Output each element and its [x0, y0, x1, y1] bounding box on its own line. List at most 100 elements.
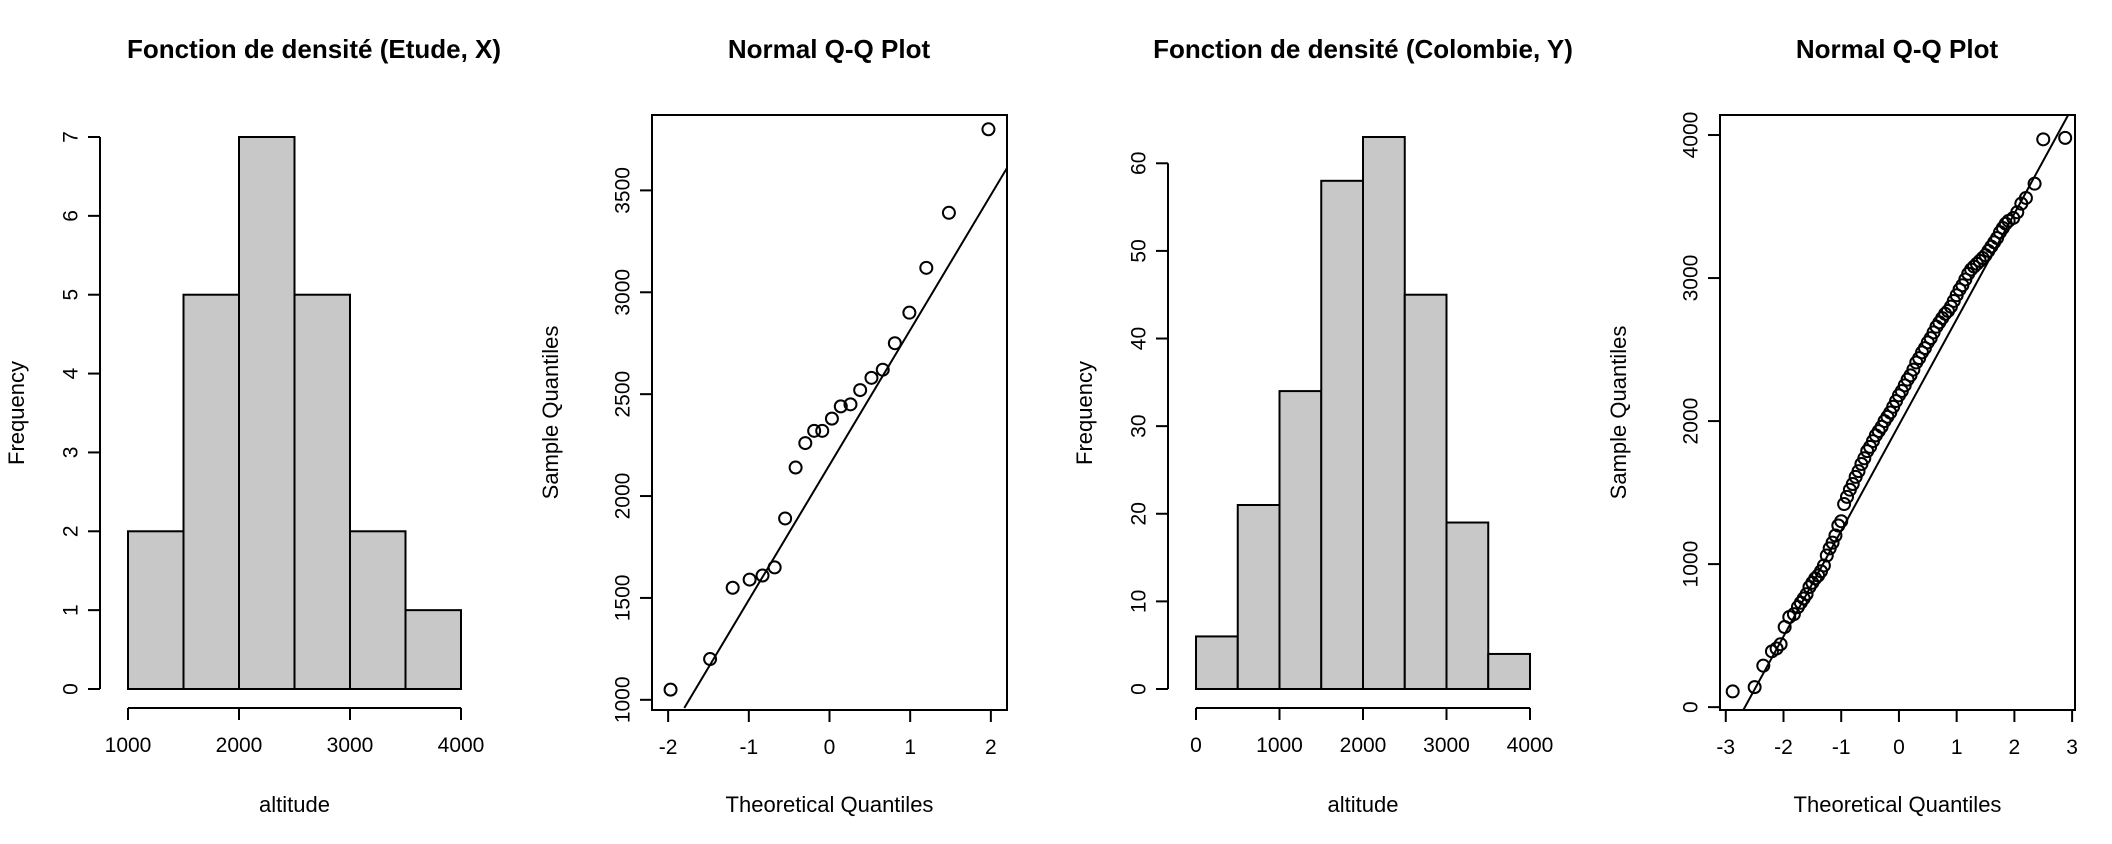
chart-1-title: Fonction de densité (Etude, X) — [127, 34, 501, 64]
chart-4-y-tick-label: 2000 — [1680, 398, 1703, 445]
chart-4-x-tick-label: -1 — [1832, 736, 1851, 759]
chart-1-x-tick-label: 4000 — [438, 734, 485, 757]
chart-2-y-tick-label: 2000 — [612, 473, 635, 520]
chart-3-y-tick-label: 30 — [1128, 414, 1151, 437]
chart-2-title: Normal Q-Q Plot — [728, 34, 931, 64]
chart-4-point — [1786, 607, 1801, 622]
chart-1-x-tick-label: 1000 — [105, 734, 152, 757]
chart-4-x-tick-label: 2 — [2009, 736, 2021, 759]
chart-4-point — [1747, 680, 1762, 695]
chart-3-y-tick-label: 60 — [1128, 152, 1151, 175]
chart-2-y-tick-label: 3000 — [612, 269, 635, 316]
chart-3-y-tick-label: 50 — [1128, 239, 1151, 262]
chart-1-bar-3 — [238, 136, 296, 690]
chart-4-point — [2018, 190, 2033, 205]
chart-4-frame — [1719, 114, 2076, 711]
chart-1-bar-6 — [404, 609, 462, 691]
chart-3-bar-3 — [1278, 390, 1323, 690]
chart-4-x-tick-label: -2 — [1774, 736, 1793, 759]
chart-2-point — [767, 560, 782, 575]
chart-4-point — [1839, 489, 1854, 504]
chart-4-x-tick-label: 0 — [1893, 736, 1905, 759]
chart-3-bar-6 — [1403, 293, 1448, 690]
chart-4-y-tick-label: 1000 — [1680, 541, 1703, 588]
chart-2-point — [843, 397, 858, 412]
chart-3-bar-2 — [1236, 504, 1281, 690]
chart-4-title: Normal Q-Q Plot — [1796, 34, 1999, 64]
chart-2-point — [755, 568, 770, 583]
chart-1-y-tick-label: 7 — [60, 131, 83, 143]
chart-4-point — [1769, 641, 1784, 656]
chart-1-y-axis-label: Frequency — [4, 361, 29, 465]
chart-4-point — [1857, 451, 1872, 466]
chart-4-point — [1851, 464, 1866, 479]
chart-3-bar-8 — [1487, 652, 1531, 691]
chart-3-bar-1 — [1195, 635, 1239, 691]
chart-2-x-tick-label: -1 — [739, 736, 758, 759]
chart-4-y-tick-label: 3000 — [1680, 255, 1703, 302]
chart-1-y-tick-label: 5 — [60, 289, 83, 301]
chart-2-qq-line — [683, 167, 1007, 709]
chart-4-point — [2010, 205, 2025, 220]
chart-1-x-tick-label: 2000 — [216, 734, 263, 757]
chart-2-y-axis-label: Sample Quantiles — [538, 326, 563, 500]
chart-2-point — [798, 436, 813, 451]
chart-3-title: Fonction de densité (Colombie, Y) — [1153, 34, 1573, 64]
chart-2-point — [788, 460, 803, 475]
chart-2-x-tick-label: 2 — [985, 736, 997, 759]
chart-2-point — [941, 205, 956, 220]
chart-2-point — [778, 511, 793, 526]
chart-1-y-tick-label: 2 — [60, 525, 83, 537]
chart-4-point — [1906, 362, 1921, 377]
chart-3-x-tick-label: 4000 — [1507, 734, 1554, 757]
chart-4-point — [2027, 176, 2042, 191]
chart-1-bar-5 — [349, 530, 407, 690]
chart-3-y-tick-label: 0 — [1128, 683, 1151, 695]
chart-4-point — [1819, 548, 1834, 563]
chart-3-x-tick-label: 0 — [1190, 734, 1202, 757]
chart-2-x-tick-label: 0 — [824, 736, 836, 759]
chart-4-x-axis-label: Theoretical Quantiles — [1794, 792, 2002, 817]
chart-3-bar-4 — [1320, 179, 1364, 691]
chart-2-point — [815, 423, 830, 438]
chart-4-y-tick-label: 0 — [1680, 701, 1703, 713]
chart-2-point — [807, 423, 822, 438]
chart-2-point — [725, 580, 740, 595]
chart-2-point — [902, 305, 917, 320]
chart-4-point — [2036, 132, 2051, 147]
chart-2-point — [703, 652, 718, 667]
chart-4-point — [1773, 637, 1788, 652]
chart-3-y-tick-label: 10 — [1128, 590, 1151, 613]
chart-4-x-tick-label: -3 — [1716, 736, 1735, 759]
chart-3-x-tick-label: 2000 — [1340, 734, 1387, 757]
chart-1-y-tick-label: 6 — [60, 210, 83, 222]
chart-2-point — [919, 260, 934, 275]
chart-1-y-tick-label: 1 — [60, 604, 83, 616]
chart-1-y-tick-label: 0 — [60, 683, 83, 695]
chart-2-point — [887, 336, 902, 351]
chart-4-point — [1845, 477, 1860, 492]
chart-2-x-tick-label: -2 — [659, 736, 678, 759]
chart-2-point — [742, 572, 757, 587]
chart-2-y-tick-label: 3500 — [612, 167, 635, 214]
chart-4-y-axis-label: Sample Quantiles — [1606, 326, 1631, 500]
chart-4-point — [1834, 514, 1849, 529]
chart-1-x-axis-label: altitude — [259, 792, 330, 817]
chart-3-y-axis-label: Frequency — [1072, 361, 1097, 465]
chart-3-bar-7 — [1445, 521, 1490, 690]
chart-1-x-tick-label: 3000 — [327, 734, 374, 757]
chart-2-y-tick-label: 2500 — [612, 371, 635, 418]
chart-4-point — [1828, 528, 1843, 543]
chart-2-point — [875, 362, 890, 377]
chart-3-y-tick-label: 40 — [1128, 327, 1151, 350]
chart-2-x-axis-label: Theoretical Quantiles — [726, 792, 934, 817]
chart-1-bar-1 — [127, 530, 185, 690]
chart-2-point — [663, 682, 678, 697]
chart-1-y-tick-label: 4 — [60, 367, 83, 379]
chart-3-x-tick-label: 3000 — [1423, 734, 1470, 757]
chart-4-y-tick-label: 4000 — [1680, 112, 1703, 159]
chart-2-y-tick-label: 1500 — [612, 575, 635, 622]
chart-2-point — [864, 370, 879, 385]
chart-4-point — [1816, 558, 1831, 573]
